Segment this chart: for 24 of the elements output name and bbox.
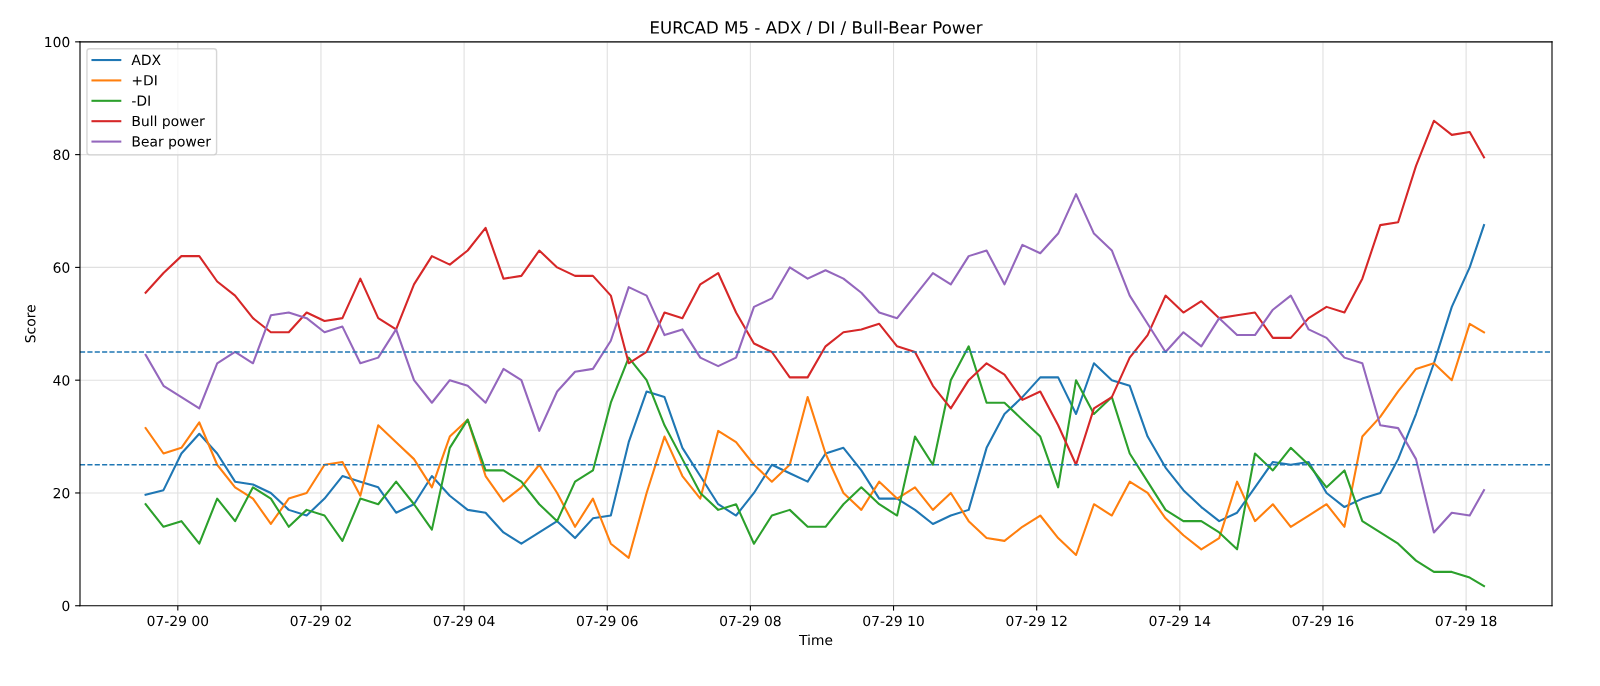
x-tick-label: 07-29 12	[1006, 615, 1067, 627]
legend-label: -DI	[132, 95, 150, 106]
x-tick-label: 07-29 16	[1292, 615, 1354, 627]
y-tick-label: 20	[53, 487, 70, 499]
y-axis-title: Score	[25, 305, 36, 343]
x-axis-title: Time	[798, 634, 833, 646]
y-tick-label: 0	[62, 600, 70, 612]
y-tick-label: 100	[45, 36, 70, 48]
legend-label: Bear power	[132, 136, 212, 150]
x-tick-label: 07-29 10	[863, 615, 924, 627]
y-tick-label: 80	[53, 149, 70, 161]
x-tick-label: 07-29 18	[1435, 615, 1497, 627]
legend-label: ADX	[131, 54, 161, 65]
x-tick-label: 07-29 02	[290, 615, 351, 627]
y-tick-label: 40	[53, 375, 70, 386]
x-tick-label: 07-29 14	[1149, 615, 1211, 627]
x-tick-label: 07-29 04	[433, 615, 495, 627]
legend-label: Bull power	[132, 115, 205, 129]
x-tick-label: 07-29 06	[576, 615, 638, 627]
x-tick-label: 07-29 00	[147, 615, 209, 627]
x-tick-label: 07-29 08	[720, 615, 781, 627]
y-tick-label: 60	[53, 262, 70, 273]
chart-title: EURCAD M5 - ADX / DI / Bull-Bear Power	[651, 20, 983, 36]
legend-label: +DI	[132, 75, 157, 86]
